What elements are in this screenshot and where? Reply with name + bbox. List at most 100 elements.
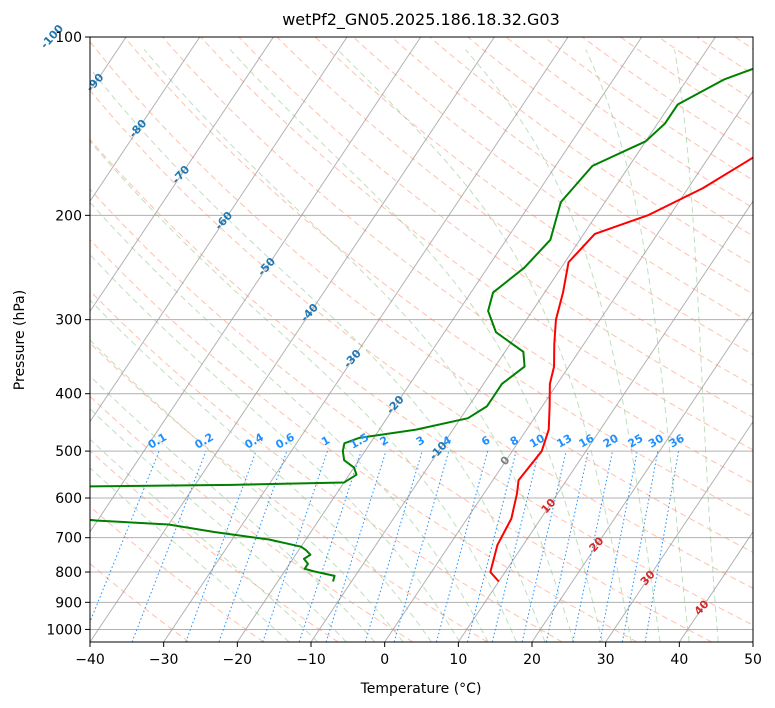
x-tick-label: −30 [149, 652, 179, 668]
dry-adiabat-line [90, 89, 753, 589]
isotherm-label: -60 [212, 209, 235, 233]
moist-adiabat-line [90, 253, 461, 642]
mixing-ratio-label: 1 [319, 434, 332, 449]
mixing-ratio-line [298, 450, 362, 642]
y-tick-label: 300 [55, 313, 82, 329]
mixing-ratio-label: 0.2 [193, 431, 216, 452]
x-tick-label: 30 [597, 652, 615, 668]
moist-adiabat-line [674, 49, 719, 642]
isotherm-line [236, 37, 643, 642]
isotherm-line [531, 310, 753, 642]
dry-adiabat-line [162, 37, 753, 484]
isotherm-label: 30 [638, 568, 658, 588]
mixing-ratio-line [435, 450, 489, 642]
mixing-ratio-label: 0.1 [146, 431, 169, 452]
plot-frame [89, 36, 754, 643]
moist-adiabat-line [90, 67, 546, 642]
mixing-ratio-label: 25 [626, 432, 646, 451]
x-tick-label: 20 [523, 652, 541, 668]
y-tick-label: 500 [55, 444, 82, 460]
dry-adiabat-line [353, 37, 753, 325]
isotherm-label: -20 [384, 393, 407, 417]
isotherm-label: -50 [255, 255, 278, 279]
isotherm-label: 0 [498, 453, 513, 468]
chart-title: wetPf2_GN05.2025.186.18.32.G03 [282, 10, 560, 30]
mixing-ratio-line [393, 450, 450, 642]
moist-adiabat-line [90, 375, 376, 642]
mixing-ratio-line [131, 450, 207, 642]
x-tick-label: −10 [296, 652, 326, 668]
y-tick-label: 1000 [46, 622, 82, 638]
moist-adiabat-line [90, 140, 517, 642]
mixing-ratio-label: 2 [378, 434, 391, 449]
y-tick-label: 200 [55, 208, 82, 224]
moist-adiabat-line [90, 299, 432, 642]
dry-adiabat-line [90, 138, 753, 626]
isotherm-label: 10 [539, 496, 559, 516]
mixing-ratio-line [621, 451, 659, 642]
isotherm-line [90, 37, 274, 313]
y-tick-label: 700 [55, 531, 82, 547]
dry-adiabat-line [90, 238, 638, 642]
mixing-ratio-label: 20 [601, 431, 621, 450]
isotherm-label: -30 [341, 347, 364, 371]
x-tick-label: 0 [380, 652, 389, 668]
mixing-ratio-line [90, 450, 160, 624]
dry-adiabat-line [734, 37, 753, 50]
dry-adiabat-line [90, 290, 563, 642]
isotherm-label: 40 [692, 597, 712, 617]
moist-adiabat-line [337, 49, 632, 642]
y-axis-label: Pressure (hPa) [12, 290, 28, 390]
dry-adiabat-line [90, 342, 488, 642]
dry-adiabat-line [90, 450, 339, 642]
moist-adiabat-line [143, 49, 575, 642]
mixing-ratio-line [545, 450, 589, 642]
mixing-ratio-label: 16 [577, 431, 597, 450]
moist-adiabat-line [90, 467, 290, 642]
mixing-ratio-line [262, 450, 328, 642]
mixing-ratio-label: 13 [555, 432, 575, 451]
isotherm-line [90, 37, 495, 642]
mixing-ratio-label: 30 [646, 431, 666, 450]
dry-adiabat-line [581, 37, 753, 154]
mixing-ratio-line [325, 450, 387, 642]
mixing-ratio-label: 10 [527, 431, 547, 450]
y-tick-label: 800 [55, 565, 82, 581]
mixing-ratio-label: 36 [667, 431, 687, 450]
isotherm-line [163, 37, 569, 642]
moist-adiabat-line [90, 438, 319, 642]
dry-adiabat-line [276, 37, 753, 387]
dry-adiabat-line [124, 37, 753, 518]
dry-adiabat-line [696, 37, 753, 75]
dry-adiabat-line [391, 37, 753, 295]
dry-adiabat-line [658, 37, 753, 101]
isotherm-line [384, 90, 753, 642]
isotherm-label: -90 [83, 71, 106, 95]
isotherm-line [90, 37, 348, 423]
x-tick-label: −20 [223, 652, 253, 668]
mixing-ratio-line [491, 450, 540, 642]
isotherm-line [90, 37, 201, 203]
dry-adiabat-line [238, 37, 753, 418]
isotherm-label: -40 [298, 301, 321, 325]
isotherm-line [457, 200, 753, 642]
mixing-ratio-label: 3 [414, 434, 427, 449]
y-tick-label: 900 [55, 595, 82, 611]
x-tick-label: 40 [670, 652, 688, 668]
mixing-ratio-label: 6 [479, 433, 492, 448]
dry-adiabat-line [314, 37, 753, 355]
mixing-ratio-line [218, 450, 288, 642]
temperature-profile-line [489, 156, 753, 583]
dry-adiabat-line [90, 563, 190, 642]
dry-adiabat-line [90, 395, 414, 642]
isotherm-line [605, 420, 753, 642]
isotherm-line [678, 530, 753, 642]
y-tick-label: 600 [55, 491, 82, 507]
isotherm-line [752, 641, 753, 642]
x-axis-label: Temperature (°C) [360, 681, 482, 697]
mixing-ratio-line [467, 450, 517, 642]
moist-adiabat-line [585, 49, 690, 642]
dewpoint-profile-line [90, 67, 753, 582]
moist-adiabat-line [229, 49, 603, 642]
